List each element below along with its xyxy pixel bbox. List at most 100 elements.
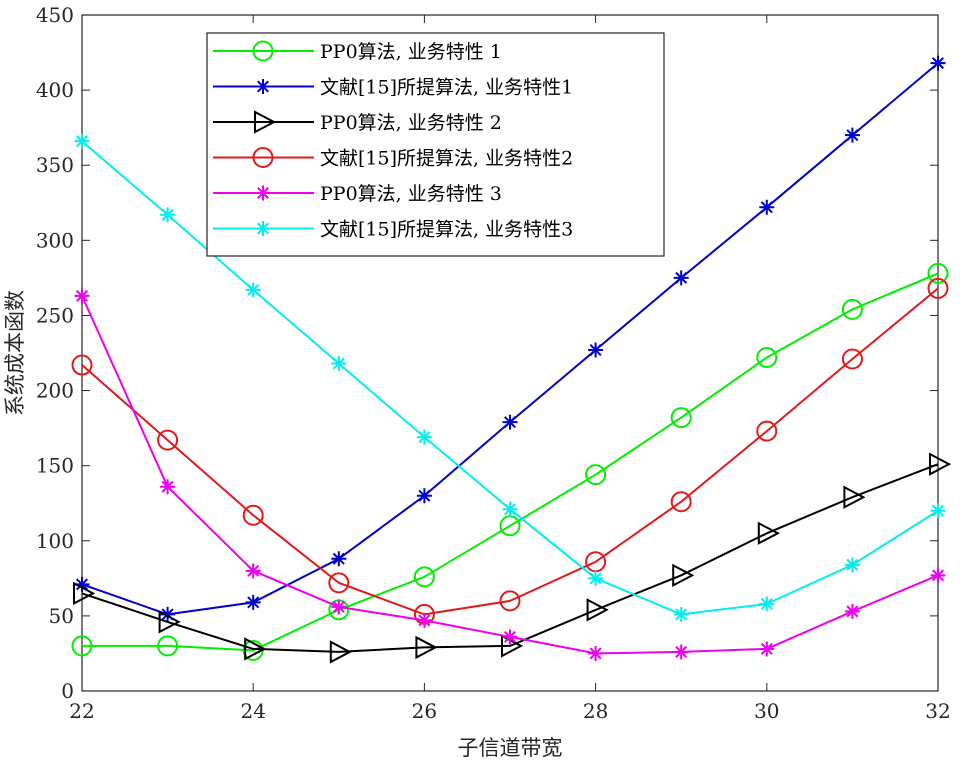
data-point — [930, 55, 946, 71]
series-2 — [74, 55, 946, 622]
series-6 — [74, 133, 946, 622]
data-point — [416, 429, 432, 445]
data-point — [586, 598, 609, 622]
data-point — [588, 342, 604, 358]
x-tick-label: 26 — [412, 699, 437, 723]
data-point — [160, 606, 176, 622]
y-tick-label: 200 — [36, 379, 74, 403]
data-point — [74, 133, 90, 149]
legend-label: PP0算法, 业务特性 2 — [320, 112, 502, 134]
data-point — [416, 488, 432, 504]
data-point — [501, 634, 524, 658]
data-point — [927, 262, 949, 284]
y-tick-label: 100 — [36, 529, 74, 553]
data-point — [927, 277, 949, 299]
legend-label: PP0算法, 业务特性 3 — [320, 183, 502, 205]
plot-frame — [81, 14, 939, 692]
data-point — [329, 640, 352, 664]
data-point — [328, 572, 350, 594]
data-point — [245, 563, 261, 579]
legend-label: 文献[15]所提算法, 业务特性1 — [320, 77, 573, 99]
y-tick-label: 0 — [61, 679, 74, 703]
y-tick-label: 250 — [36, 303, 74, 327]
data-point — [670, 407, 692, 429]
series-line — [81, 287, 939, 616]
data-point — [502, 629, 518, 645]
legend-entry: PP0算法, 业务特性 3 — [213, 183, 502, 205]
data-point — [843, 485, 866, 509]
data-point — [331, 599, 347, 615]
data-point — [502, 414, 518, 430]
legend: PP0算法, 业务特性 1 文献[15]所提算法, 业务特性1 PP0算法, 业务特… — [206, 32, 665, 257]
data-point — [158, 610, 181, 634]
data-point — [245, 282, 261, 298]
data-point — [415, 635, 438, 660]
data-point — [844, 603, 860, 619]
data-point — [71, 354, 93, 376]
data-point — [242, 504, 264, 526]
data-point — [331, 356, 347, 372]
axes: 22 24 26 28 30 32 0 50 100 150 200 250 300 350 400 450 — [36, 3, 951, 723]
data-point — [670, 491, 692, 513]
data-point — [759, 596, 775, 612]
legend-marker — [255, 79, 271, 94]
data-point — [930, 567, 946, 583]
data-point — [673, 606, 689, 622]
data-point — [929, 452, 952, 476]
legend-label: 文献[15]所提算法, 业务特性3 — [320, 219, 573, 241]
x-tick-label: 28 — [583, 699, 608, 723]
x-tick-label: 22 — [69, 699, 94, 723]
legend-label: 文献[15]所提算法, 业务特性2 — [320, 148, 573, 170]
data-point — [673, 270, 689, 286]
data-point — [588, 570, 604, 586]
data-point — [499, 590, 521, 612]
data-point — [672, 563, 695, 587]
data-point — [71, 635, 93, 657]
data-point — [244, 637, 267, 661]
legend-entry: 文献[15]所提算法, 业务特性3 — [213, 219, 573, 241]
legend-label: PP0算法, 业务特性 1 — [320, 41, 502, 63]
data-point — [757, 521, 780, 545]
data-point — [588, 645, 604, 661]
y-tick-label: 350 — [36, 153, 74, 177]
series-line — [81, 463, 939, 653]
series-layer — [71, 55, 952, 664]
data-point — [841, 298, 863, 320]
series-5 — [74, 288, 946, 661]
legend-marker — [254, 110, 277, 134]
data-point — [416, 612, 432, 628]
data-point — [245, 594, 261, 610]
legend-entry: PP0算法, 业务特性 2 — [213, 110, 502, 134]
y-tick-label: 150 — [36, 454, 74, 478]
legend-entry: 文献[15]所提算法, 业务特性1 — [213, 77, 573, 99]
data-point — [157, 429, 179, 451]
data-point — [930, 503, 946, 519]
y-tick-label: 50 — [49, 604, 74, 628]
legend-marker — [252, 147, 274, 168]
data-point — [74, 288, 90, 304]
data-point — [759, 641, 775, 657]
legend-entry: PP0算法, 业务特性 1 — [213, 40, 502, 63]
data-point — [673, 644, 689, 660]
data-point — [73, 581, 96, 606]
data-point — [160, 207, 176, 223]
data-point — [759, 199, 775, 215]
x-tick-label: 30 — [754, 699, 779, 723]
data-point — [844, 127, 860, 143]
data-point — [413, 566, 435, 588]
legend-marker — [255, 185, 271, 201]
data-point — [756, 420, 778, 442]
y-tick-label: 300 — [36, 228, 74, 252]
legend-marker — [252, 40, 274, 62]
y-axis-title: 系统成本函数 — [3, 290, 27, 416]
data-point — [74, 576, 90, 592]
legend-box — [206, 32, 665, 257]
data-point — [585, 464, 607, 486]
data-point — [756, 347, 778, 369]
data-point — [160, 479, 176, 495]
data-point — [841, 348, 863, 370]
y-tick-label: 400 — [36, 78, 74, 102]
data-point — [331, 551, 347, 567]
x-tick-label: 32 — [925, 699, 950, 723]
